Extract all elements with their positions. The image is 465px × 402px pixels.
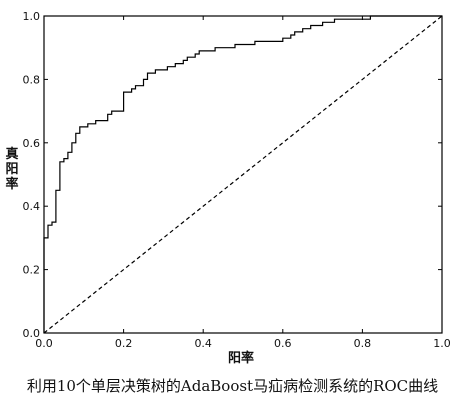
y-tick-label: 1.0: [23, 10, 41, 23]
x-tick-label: 0.0: [35, 337, 53, 350]
x-tick-label: 1.0: [433, 337, 451, 350]
y-tick-label: 0.2: [23, 264, 41, 277]
x-axis-label: 阳率: [228, 350, 254, 366]
plot-area: [43, 15, 443, 334]
x-tick-label: 0.2: [115, 337, 133, 350]
y-axis-label: 真阳率: [5, 146, 18, 192]
x-tick-label: 0.8: [354, 337, 372, 350]
random-guess-diagonal: [43, 15, 443, 334]
axis-ticks: 0.0 0.2 0.4 0.6 0.8 1.0 0.0 0.2 0.4 0.6 0.8 1.0: [23, 10, 451, 350]
roc-curve: [43, 15, 442, 333]
plot-frame: [43, 15, 443, 334]
y-tick-label: 0.8: [23, 73, 41, 86]
x-tick-label: 0.4: [194, 337, 212, 350]
y-tick-label: 0.0: [23, 327, 41, 340]
y-tick-label: 0.6: [23, 137, 41, 150]
figure-caption: 利用10个单层决策树的AdaBoost马疝病检测系统的ROC曲线: [26, 377, 439, 395]
x-tick-label: 0.6: [274, 337, 292, 350]
y-tick-label: 0.4: [23, 200, 41, 213]
